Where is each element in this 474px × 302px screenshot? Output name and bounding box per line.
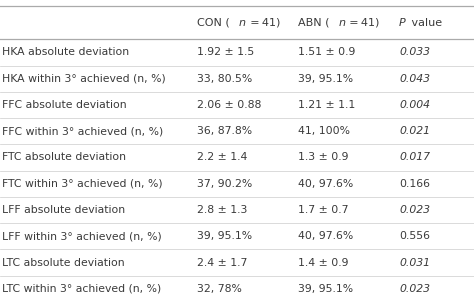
- Text: n: n: [239, 18, 246, 28]
- Text: 1.7 ± 0.7: 1.7 ± 0.7: [298, 205, 348, 215]
- Text: HKA within 3° achieved (n, %): HKA within 3° achieved (n, %): [2, 74, 166, 84]
- Text: = 41): = 41): [347, 18, 380, 28]
- Text: 39, 95.1%: 39, 95.1%: [298, 284, 353, 294]
- Text: 1.92 ± 1.5: 1.92 ± 1.5: [197, 47, 254, 57]
- Text: FTC within 3° achieved (n, %): FTC within 3° achieved (n, %): [2, 179, 163, 189]
- Text: 39, 95.1%: 39, 95.1%: [298, 74, 353, 84]
- Text: FFC within 3° achieved (n, %): FFC within 3° achieved (n, %): [2, 126, 164, 136]
- Text: 0.021: 0.021: [399, 126, 430, 136]
- Text: 1.3 ± 0.9: 1.3 ± 0.9: [298, 153, 348, 162]
- Text: 37, 90.2%: 37, 90.2%: [197, 179, 252, 189]
- Text: 0.023: 0.023: [399, 284, 430, 294]
- Text: LTC absolute deviation: LTC absolute deviation: [2, 258, 125, 268]
- Text: 32, 78%: 32, 78%: [197, 284, 242, 294]
- Text: value: value: [408, 18, 442, 28]
- Text: FTC absolute deviation: FTC absolute deviation: [2, 153, 127, 162]
- Text: 41, 100%: 41, 100%: [298, 126, 350, 136]
- Text: 2.4 ± 1.7: 2.4 ± 1.7: [197, 258, 247, 268]
- Text: 2.8 ± 1.3: 2.8 ± 1.3: [197, 205, 247, 215]
- Text: HKA absolute deviation: HKA absolute deviation: [2, 47, 129, 57]
- Text: 1.4 ± 0.9: 1.4 ± 0.9: [298, 258, 348, 268]
- Text: 0.031: 0.031: [399, 258, 430, 268]
- Text: 0.023: 0.023: [399, 205, 430, 215]
- Text: 40, 97.6%: 40, 97.6%: [298, 179, 353, 189]
- Text: P: P: [399, 18, 406, 28]
- Text: 1.51 ± 0.9: 1.51 ± 0.9: [298, 47, 355, 57]
- Text: 0.004: 0.004: [399, 100, 430, 110]
- Text: 40, 97.6%: 40, 97.6%: [298, 231, 353, 241]
- Text: 36, 87.8%: 36, 87.8%: [197, 126, 252, 136]
- Text: 0.556: 0.556: [399, 231, 430, 241]
- Text: 1.21 ± 1.1: 1.21 ± 1.1: [298, 100, 355, 110]
- Text: 39, 95.1%: 39, 95.1%: [197, 231, 252, 241]
- Text: LTC within 3° achieved (n, %): LTC within 3° achieved (n, %): [2, 284, 162, 294]
- Text: 0.033: 0.033: [399, 47, 430, 57]
- Text: ABN (: ABN (: [298, 18, 329, 28]
- Text: FFC absolute deviation: FFC absolute deviation: [2, 100, 127, 110]
- Text: LFF absolute deviation: LFF absolute deviation: [2, 205, 126, 215]
- Text: 2.2 ± 1.4: 2.2 ± 1.4: [197, 153, 247, 162]
- Text: 2.06 ± 0.88: 2.06 ± 0.88: [197, 100, 261, 110]
- Text: 0.017: 0.017: [399, 153, 430, 162]
- Text: 0.166: 0.166: [399, 179, 430, 189]
- Text: CON (: CON (: [197, 18, 229, 28]
- Text: n: n: [338, 18, 346, 28]
- Text: = 41): = 41): [248, 18, 281, 28]
- Text: 0.043: 0.043: [399, 74, 430, 84]
- Text: 33, 80.5%: 33, 80.5%: [197, 74, 252, 84]
- Text: LFF within 3° achieved (n, %): LFF within 3° achieved (n, %): [2, 231, 162, 241]
